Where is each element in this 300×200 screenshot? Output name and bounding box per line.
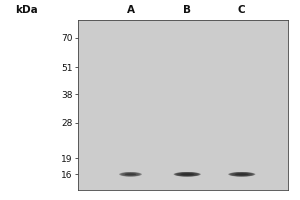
Ellipse shape [175,172,199,176]
Ellipse shape [119,172,142,177]
Ellipse shape [177,172,198,176]
Ellipse shape [228,172,256,177]
Ellipse shape [122,172,139,176]
Ellipse shape [176,172,199,176]
Ellipse shape [180,173,194,175]
Ellipse shape [231,172,253,176]
Ellipse shape [177,173,197,176]
Ellipse shape [174,172,201,177]
Ellipse shape [231,172,252,176]
Ellipse shape [235,173,249,175]
Ellipse shape [174,172,200,177]
Text: C: C [238,5,246,15]
Ellipse shape [120,172,141,176]
Ellipse shape [119,172,142,177]
Text: A: A [127,5,134,15]
Ellipse shape [230,172,254,176]
Ellipse shape [178,173,196,176]
Ellipse shape [229,172,254,176]
Text: B: B [183,5,191,15]
Ellipse shape [122,173,139,176]
Ellipse shape [176,172,198,176]
Ellipse shape [120,172,141,176]
Ellipse shape [175,172,200,176]
Ellipse shape [232,173,252,176]
Ellipse shape [229,172,255,177]
Ellipse shape [121,172,140,176]
Ellipse shape [232,173,251,176]
Ellipse shape [230,172,253,176]
Ellipse shape [125,173,136,175]
Text: kDa: kDa [15,5,38,15]
Ellipse shape [121,172,140,176]
